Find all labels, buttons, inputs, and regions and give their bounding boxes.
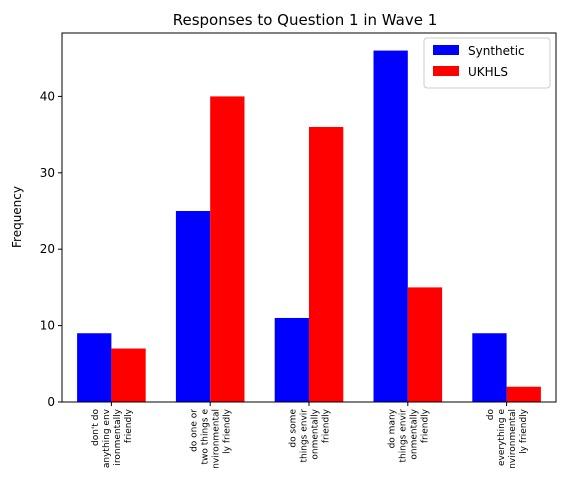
x-tick-label: anything env — [102, 408, 112, 468]
x-tick-label: ly friendly — [223, 408, 233, 454]
x-tick-label: friendly — [420, 408, 430, 443]
x-tick-label: do some — [289, 409, 299, 448]
chart-title: Responses to Question 1 in Wave 1 — [173, 11, 438, 29]
legend: Synthetic UKHLS — [423, 37, 551, 89]
x-tick-label: nvironmental — [212, 409, 222, 469]
bar-synthetic — [175, 211, 211, 402]
y-tick-label: 40 — [40, 89, 55, 103]
y-tick-label: 10 — [40, 319, 55, 333]
bar-ukhls — [210, 96, 245, 402]
x-tick-label: two things e — [201, 409, 211, 465]
legend-label: Synthetic — [468, 44, 525, 58]
x-tick-label: friendly — [124, 408, 134, 443]
x-tick-label: friendly — [322, 408, 332, 443]
y-axis: 0 10 20 30 40 — [40, 89, 62, 409]
y-axis-label: Frequency — [10, 186, 24, 248]
legend-swatch — [433, 66, 459, 76]
bar-synthetic — [472, 333, 507, 402]
x-tick-label: don't do — [91, 409, 101, 447]
bars — [77, 50, 541, 403]
legend-swatch — [433, 45, 459, 55]
x-tick-label: do one or — [190, 409, 200, 452]
y-tick-label: 0 — [47, 395, 55, 409]
plot-frame — [61, 32, 557, 403]
x-tick-label: ly friendly — [519, 408, 529, 454]
x-tick-label: do many — [387, 408, 397, 448]
y-tick-label: 30 — [40, 166, 55, 180]
bar-synthetic — [274, 317, 309, 402]
x-tick-label: nvironmental — [508, 409, 518, 469]
bar-synthetic — [373, 50, 408, 402]
bar-ukhls — [506, 386, 541, 402]
x-tick-label: things envir — [398, 409, 408, 463]
legend-label: UKHLS — [468, 65, 508, 79]
bar-synthetic — [77, 333, 112, 402]
bar-ukhls — [309, 126, 344, 403]
x-tick-label: things envir — [300, 409, 310, 463]
bar-ukhls — [407, 287, 443, 402]
x-tick-label: onmentally — [409, 408, 419, 459]
x-axis: don't do anything env ironmentally friendly… — [91, 402, 529, 469]
x-tick-label: onmentally — [311, 408, 321, 459]
x-tick-label: ironmentally — [113, 408, 123, 465]
x-tick-label: do — [486, 409, 496, 421]
x-tick-label: everything e — [497, 409, 507, 466]
bar-ukhls — [111, 348, 146, 402]
y-tick-label: 20 — [40, 242, 55, 256]
